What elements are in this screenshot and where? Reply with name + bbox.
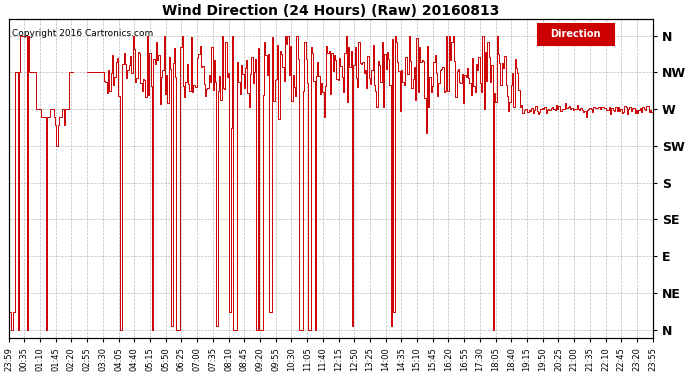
Title: Wind Direction (24 Hours) (Raw) 20160813: Wind Direction (24 Hours) (Raw) 20160813	[162, 4, 500, 18]
Text: Copyright 2016 Cartronics.com: Copyright 2016 Cartronics.com	[12, 29, 153, 38]
